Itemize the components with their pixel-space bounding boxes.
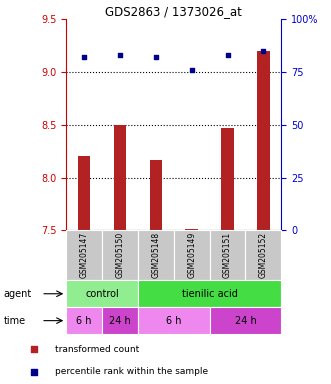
Point (32, 369, 37, 375)
Bar (114, 125, 126, 230)
FancyBboxPatch shape (66, 230, 102, 280)
FancyBboxPatch shape (102, 307, 138, 334)
Text: 24 h: 24 h (235, 316, 257, 326)
Point (261, 48, 266, 54)
Point (32, 346, 37, 352)
Bar (257, 51, 270, 230)
FancyBboxPatch shape (174, 230, 210, 280)
FancyBboxPatch shape (138, 307, 210, 334)
Point (225, 52, 230, 58)
Bar (185, 229, 198, 230)
Text: 6 h: 6 h (166, 316, 181, 326)
Text: percentile rank within the sample: percentile rank within the sample (55, 367, 209, 376)
Text: GSM205148: GSM205148 (151, 232, 160, 278)
Text: GSM205150: GSM205150 (116, 232, 124, 278)
Point (189, 67, 194, 73)
Point (81, 54, 87, 60)
Bar (150, 160, 162, 230)
Text: tienilic acid: tienilic acid (182, 289, 238, 299)
FancyBboxPatch shape (102, 230, 138, 280)
FancyBboxPatch shape (138, 230, 174, 280)
Point (117, 52, 122, 58)
Text: 24 h: 24 h (109, 316, 131, 326)
Text: GSM205147: GSM205147 (80, 232, 89, 278)
FancyBboxPatch shape (210, 230, 246, 280)
Title: GDS2863 / 1373026_at: GDS2863 / 1373026_at (105, 5, 242, 18)
Text: control: control (85, 289, 119, 299)
Point (153, 54, 159, 60)
Text: 6 h: 6 h (76, 316, 92, 326)
Text: transformed count: transformed count (55, 344, 140, 354)
Text: time: time (3, 316, 25, 326)
FancyBboxPatch shape (246, 230, 281, 280)
FancyBboxPatch shape (66, 307, 102, 334)
Text: GSM205149: GSM205149 (187, 232, 196, 278)
Text: GSM205151: GSM205151 (223, 232, 232, 278)
Bar (221, 128, 234, 230)
FancyBboxPatch shape (66, 280, 138, 307)
Bar (78, 157, 90, 230)
Text: agent: agent (3, 289, 31, 299)
FancyBboxPatch shape (138, 280, 281, 307)
Text: GSM205152: GSM205152 (259, 232, 268, 278)
FancyBboxPatch shape (210, 307, 281, 334)
